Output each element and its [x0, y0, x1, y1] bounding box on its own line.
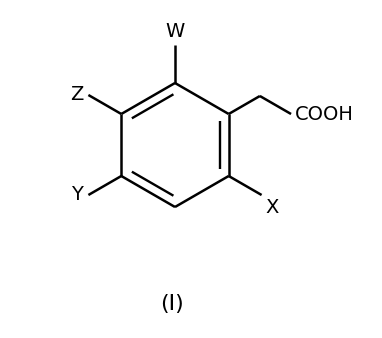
Text: Y: Y — [71, 186, 83, 204]
Text: Z: Z — [70, 86, 83, 104]
Text: X: X — [265, 198, 279, 217]
Text: W: W — [165, 22, 185, 41]
Text: (I): (I) — [160, 294, 184, 314]
Text: COOH: COOH — [295, 104, 354, 123]
